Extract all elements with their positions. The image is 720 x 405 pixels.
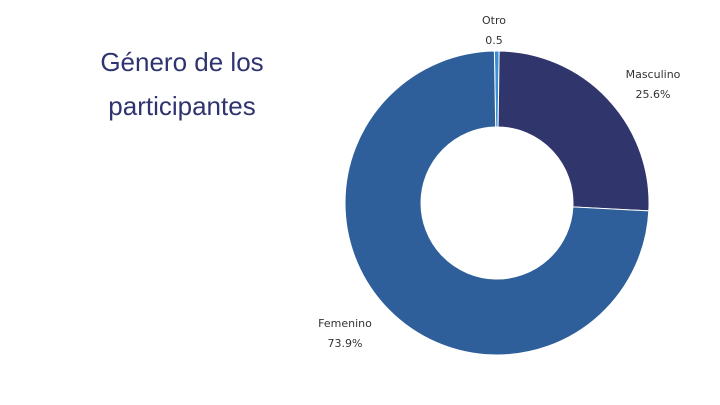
chart-title-line-2: participantes — [108, 91, 256, 121]
slice-masculino — [497, 50, 650, 212]
slice-label-otro: Otro — [482, 14, 506, 27]
chart-title: Género de los participantes — [62, 40, 302, 128]
slice-value-femenino: 73.9% — [328, 337, 363, 350]
slice-label-femenino: Femenino — [318, 317, 372, 330]
chart-title-line-1: Género de los — [100, 47, 264, 77]
slice-label-masculino: Masculino — [626, 68, 681, 81]
slice-femenino — [344, 50, 650, 356]
slice-value-masculino: 25.6% — [636, 88, 671, 101]
slice-value-otro: 0.5 — [485, 34, 503, 47]
